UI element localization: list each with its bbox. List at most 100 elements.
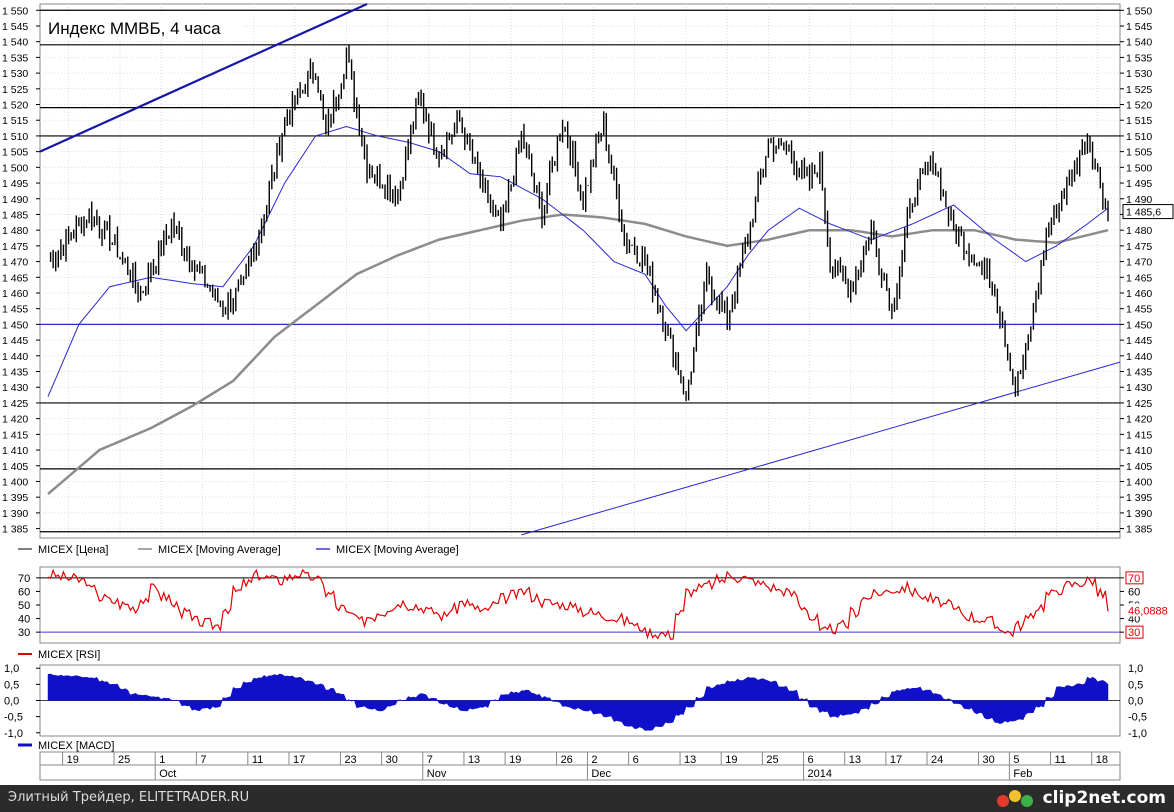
main-ytick-label-right: 1 540 [1126,37,1152,49]
main-ytick-label-right: 1 455 [1126,304,1152,316]
x-day-label: 26 [561,754,573,766]
main-ytick-label-left: 1 515 [2,115,28,127]
x-day-label: 19 [725,754,737,766]
main-ytick-label-right: 1 410 [1126,445,1152,457]
rsi-line [47,568,1109,640]
main-ytick-label-left: 1 415 [2,429,28,441]
main-ytick-label-left: 1 425 [2,398,28,410]
main-price-panel [39,3,1121,539]
main-ytick-label-right: 1 415 [1126,429,1152,441]
main-ytick-label-left: 1 490 [2,194,28,206]
x-day-label: 19 [67,754,79,766]
macd-legend-entry: MICEX [MACD] [38,740,114,752]
upper-trend-line [39,2,368,153]
rsi-level-box [1125,625,1144,639]
macd-ytick-label-right: 0,0 [1128,696,1143,708]
x-day-label: 24 [931,754,943,766]
x-day-label: 7 [427,754,433,766]
main-ytick-label-left: 1 525 [2,84,28,96]
rsi-ytick-label: 30 [18,627,30,639]
price-bars [49,44,1109,402]
main-ytick-label-left: 1 500 [2,162,28,174]
main-ytick-label-left: 1 550 [2,5,28,17]
macd-ytick-label: 0,0 [4,696,19,708]
macd-ytick-label-right: 1,0 [1128,663,1143,675]
last-value-box [1122,204,1174,220]
main-ytick-label-right: 1 445 [1126,335,1152,347]
rsi-ytick-label: 60 [18,586,30,598]
main-ytick-label-right: 1 520 [1126,100,1152,112]
main-ytick-label-left: 1 440 [2,351,28,363]
main-ytick-label-right: 1 480 [1126,225,1152,237]
rsi-last-box [1126,603,1174,617]
macd-ytick-label: -1,0 [4,728,23,740]
x-day-label: 7 [200,754,206,766]
rsi-level-label: 70 [1128,573,1140,585]
main-ytick-label-right: 1 495 [1126,178,1152,190]
x-month-label: Nov [427,768,447,780]
x-day-label: 2 [591,754,597,766]
last-value-label: 1 485,6 [1126,207,1161,219]
main-ytick-label-right: 1 385 [1126,524,1152,536]
rsi-last-value-label: 46,0888 [1128,605,1168,617]
main-ytick-label-right: 1 545 [1126,21,1152,33]
x-axis-frame [39,751,1121,781]
chart-title: Индекс ММВБ, 4 часа [48,19,221,38]
clip2net-dots-icon [996,790,1033,807]
main-ytick-label-right: 1 505 [1126,147,1152,159]
main-ytick-label-left: 1 385 [2,524,28,536]
x-month-label: Oct [159,768,176,780]
legend-entry: MICEX [Цена] [38,544,108,556]
legend-entry: MICEX [Moving Average] [158,544,281,556]
chart-frame: 1 385 1 385 1 390 1 390 1 395 1 395 1 400 1 400… [2,2,1174,781]
rsi-panel [39,566,1121,644]
main-ytick-label-right: 1 500 [1126,162,1152,174]
macd-ytick-label: 0,5 [4,679,19,691]
main-ytick-label-right: 1 420 [1126,414,1152,426]
macd-ytick-label-right: 0,5 [1128,679,1143,691]
x-month-label: 2014 [808,768,832,780]
main-ytick-label-left: 1 505 [2,147,28,159]
main-ytick-label-left: 1 470 [2,257,28,269]
main-ytick-label-right: 1 510 [1126,131,1152,143]
x-day-label: 19 [509,754,521,766]
footer-source-text: Элитный Трейдер, ELITETRADER.RU [8,790,250,805]
macd-ytick-label-right: -0,5 [1128,712,1147,724]
macd-chart-group: 1,0 1,0 0,5 0,5 0,0 0,0 -0,5 -0,5 -1,0 -1,0 MICEX … [4,663,1147,752]
main-ytick-label-right: 1 400 [1126,476,1152,488]
clip2net-logo-text: clip2net.com [1042,788,1166,808]
x-day-label: 11 [1055,754,1066,766]
rsi-ytick-label-right: 60 [1128,586,1140,598]
main-ytick-label-left: 1 495 [2,178,28,190]
main-ytick-label-right: 1 450 [1126,319,1152,331]
main-ytick-label-right: 1 535 [1126,52,1152,64]
main-ytick-label-left: 1 465 [2,272,28,284]
x-axis: 19 25 1 7 11 17 23 30 7 13 19 26 2 6 13 19 25 6 13 17 24 30 5 1… [39,751,1121,781]
main-ytick-label-right: 1 465 [1126,272,1152,284]
clip2net-logo: clip2net.com [995,787,1166,809]
main-ytick-label-right: 1 515 [1126,115,1152,127]
lower-trend-line [521,361,1121,536]
main-ytick-label-right: 1 440 [1126,351,1152,363]
main-ytick-label-left: 1 530 [2,68,28,80]
main-ytick-label-left: 1 520 [2,100,28,112]
rsi-ytick-label: 50 [18,600,30,612]
macd-ytick-label-right: -1,0 [1128,728,1147,740]
main-ytick-label-left: 1 455 [2,304,28,316]
main-ytick-label-left: 1 510 [2,131,28,143]
main-ytick-label-right: 1 430 [1126,382,1152,394]
main-ytick-label-right: 1 525 [1126,84,1152,96]
main-ytick-label-right: 1 390 [1126,508,1152,520]
macd-ytick-label: 1,0 [4,663,19,675]
main-ytick-label-left: 1 475 [2,241,28,253]
main-ytick-label-right: 1 435 [1126,367,1152,379]
main-ytick-label-right: 1 460 [1126,288,1152,300]
main-ytick-label-right: 1 490 [1126,194,1152,206]
main-ytick-label-right: 1 395 [1126,492,1152,504]
main-ytick-label-right: 1 475 [1126,241,1152,253]
main-ytick-label-left: 1 485 [2,209,28,221]
x-month-label: Feb [1013,768,1032,780]
main-ytick-label-left: 1 480 [2,225,28,237]
main-chart-group: 1 385 1 385 1 390 1 390 1 395 1 395 1 400 1 400… [2,2,1174,538]
legend-entry: MICEX [Moving Average] [336,544,459,556]
